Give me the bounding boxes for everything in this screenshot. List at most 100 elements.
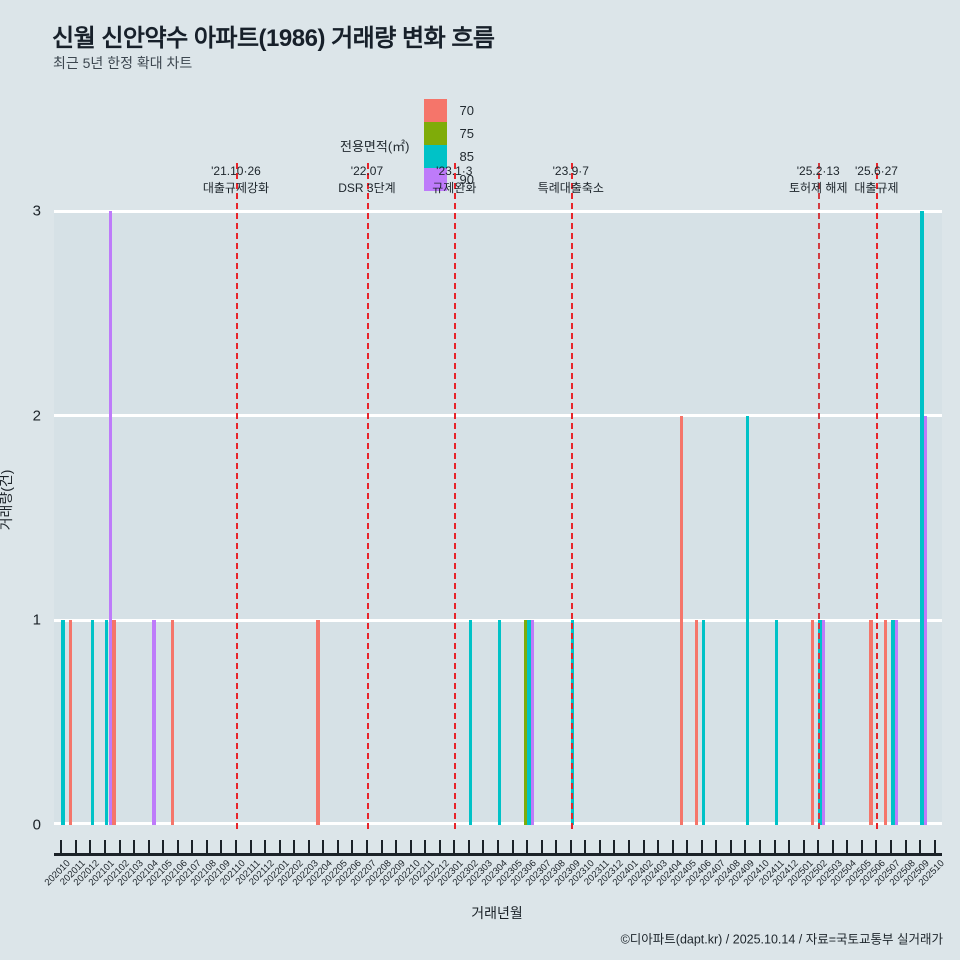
bar-202304-85[interactable] [498,620,502,825]
x-tick-202502 [817,840,820,853]
page-subtitle: 최근 5년 한정 확대 차트 [53,55,193,71]
x-tick-202110 [234,840,237,853]
y-axis: 0 1 2 3 [0,0,54,960]
event-text-202309: 특례대출축소 [537,181,604,195]
event-line-202110 [235,163,238,829]
event-line-202301 [454,163,457,829]
x-tick-202306 [526,840,529,853]
bar-202306-90[interactable] [530,620,535,825]
bar-202106-70[interactable] [170,620,174,825]
event-date-202506: '25.6·27 [854,164,898,178]
gridline-1 [54,618,942,622]
x-tick-202407 [715,840,718,853]
legend-item-70[interactable]: 70 [423,99,474,122]
legend-swatch-85 [423,145,447,168]
x-tick-202506 [875,840,878,853]
x-tick-202109 [220,840,223,853]
event-label-202207: '22.07 DSR 3단계 [338,163,395,197]
x-tick-202210 [409,840,412,853]
x-axis-line [54,853,942,856]
bar-202409-85[interactable] [745,415,749,825]
x-tick-202206 [351,840,354,853]
bar-202104-90[interactable] [152,620,156,825]
bar-202411-85[interactable] [774,620,779,825]
bar-202101-85[interactable] [105,620,109,825]
x-tick-202302 [467,840,470,853]
x-tick-202105 [162,840,165,853]
page-title: 신월 신안약수 아파트(1986) 거래량 변화 흐름 [52,25,495,52]
credit-text: ©디아파트(dapt.kr) / 2025.10.14 / 자료=국토교통부 실… [620,932,943,947]
x-tick-202201 [278,840,281,853]
event-text-202301: 규제완화 [432,181,477,195]
x-tick-202411 [773,840,776,853]
bar-202502-90[interactable] [822,620,826,825]
x-tick-202108 [205,840,208,853]
x-tick-202510 [933,840,936,853]
event-line-202309 [570,163,573,829]
x-tick-202203 [307,840,310,853]
event-line-202502 [818,163,821,829]
x-tick-202503 [831,840,834,853]
legend-item-75[interactable]: 75 [423,122,474,145]
bar-202405-70[interactable] [680,415,684,825]
bar-202204-70[interactable] [316,620,320,825]
x-tick-202111 [249,840,252,853]
x-tick-202303 [482,840,485,853]
bar-202306-85[interactable] [527,620,531,825]
x-tick-202311 [598,840,601,853]
legend-label-70: 70 [459,103,474,118]
x-axis-title: 거래년월 [471,905,523,921]
bar-202507-85[interactable] [891,620,895,825]
plot-area [54,163,942,829]
event-date-202502: '25.2·13 [796,164,840,178]
bar-202406-85[interactable] [701,620,706,825]
x-tick-202208 [380,840,383,853]
event-text-202502: 토허제 해제 [788,181,848,195]
event-date-202110: '21.10·26 [211,164,261,178]
gridline-3 [54,209,942,213]
event-text-202110: 대출규제강화 [202,181,270,195]
bar-202506-70[interactable] [869,620,873,825]
bar-202507-70[interactable] [883,620,888,825]
gridline-2 [54,414,942,418]
legend-label-90: 90 [459,172,474,187]
bar-202502-70[interactable] [811,620,815,825]
bar-202011-70[interactable] [68,620,73,825]
x-tick-202505 [860,840,863,853]
x-tick-202507 [890,840,893,853]
bar-202406-70[interactable] [694,620,698,825]
x-tick-202103 [133,840,136,853]
x-tick-202509 [919,840,922,853]
x-tick-202207 [365,840,368,853]
x-tick-202204 [322,840,325,853]
event-label-202110: '21.10·26 대출규제강화 [203,163,269,197]
bar-202010-85[interactable] [61,620,65,825]
x-tick-202402 [642,840,645,853]
bar-202509-90[interactable] [923,415,928,825]
bar-202012-85[interactable] [90,620,94,825]
legend-item-90[interactable]: 90 [423,168,474,191]
event-label-202301: '23.1·3 규제완화 [432,163,476,197]
x-tick-202011 [74,840,77,853]
bar-202102-70[interactable] [112,620,116,825]
legend-swatch-90 [423,168,447,191]
bar-202101-90[interactable] [108,211,113,825]
bar-202302-85[interactable] [469,620,473,825]
event-label-202502: '25.2·13 토허제 해제 [789,163,848,197]
legend-swatch-75 [423,122,447,145]
x-tick-202209 [395,840,398,853]
event-line-202506 [876,163,879,829]
legend-label-75: 75 [459,126,474,141]
x-tick-202104 [147,840,150,853]
bar-202306-75[interactable] [523,620,527,825]
event-label-202309: '23.9·7 특례대출축소 [538,163,604,197]
x-tick-202410 [759,840,762,853]
x-tick-202408 [729,840,732,853]
x-tick-202304 [497,840,499,853]
bar-202507-90[interactable] [894,620,899,825]
bar-202509-85[interactable] [920,211,924,825]
gridline-0 [54,822,942,825]
legend-item-85[interactable]: 85 [423,145,474,168]
legend-swatch-70 [423,99,447,122]
